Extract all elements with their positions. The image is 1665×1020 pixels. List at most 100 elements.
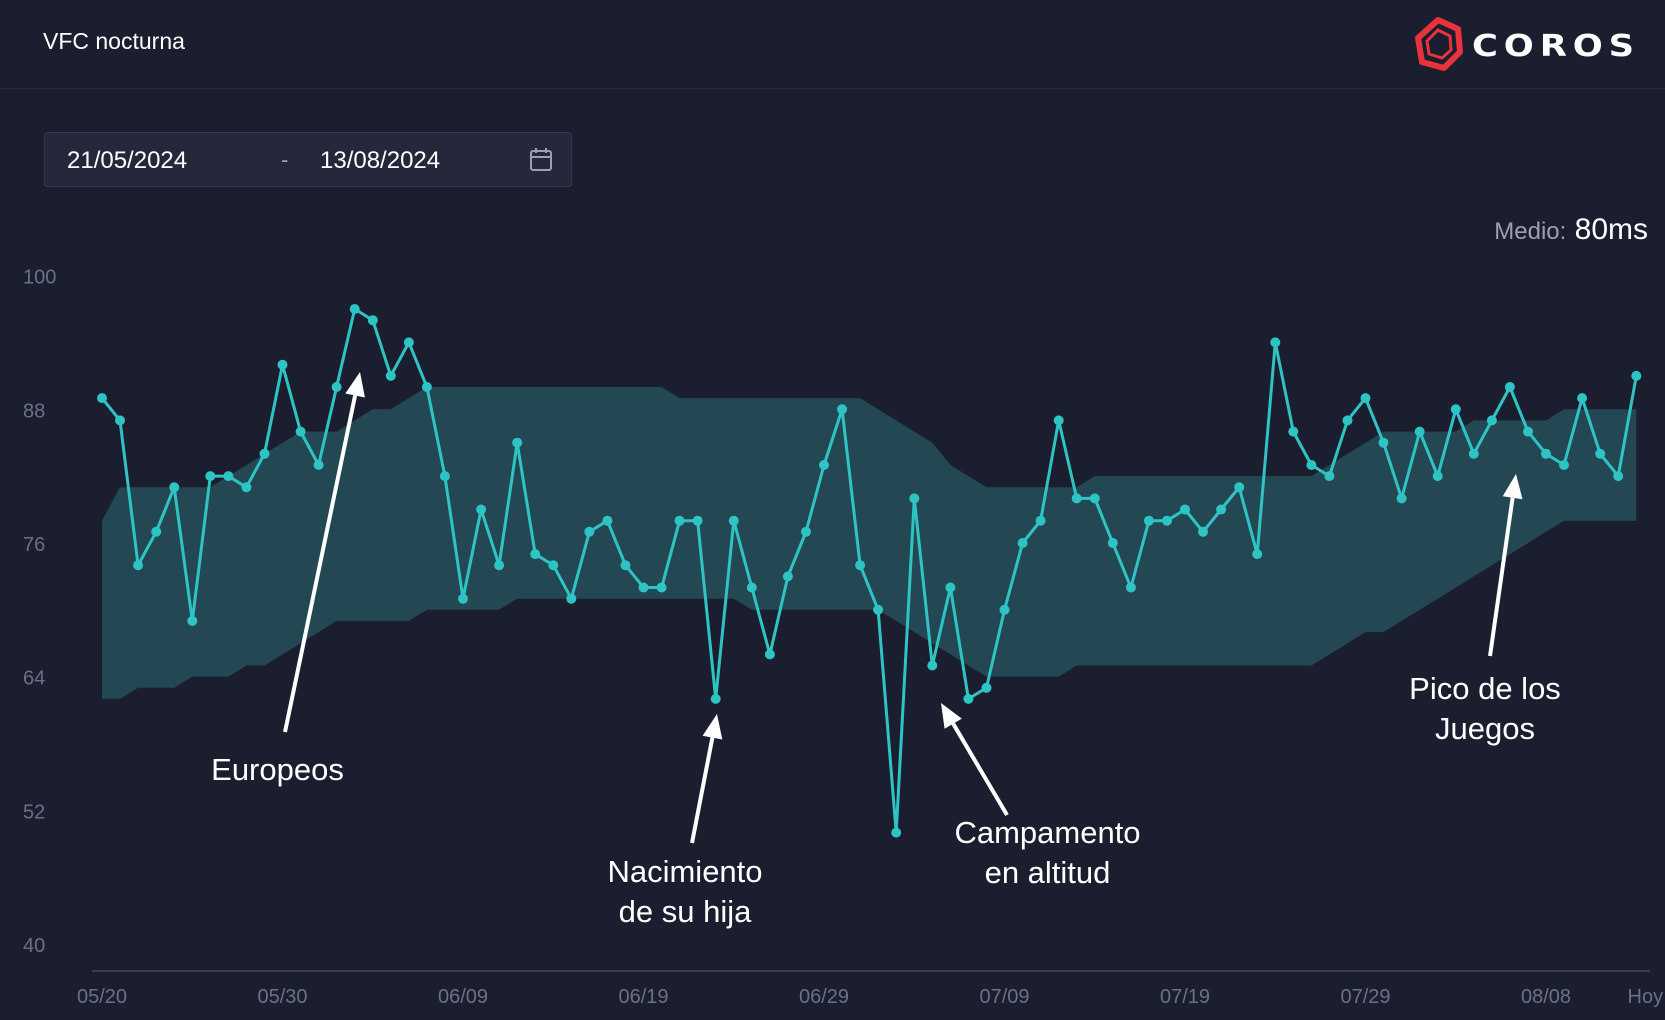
- data-point: [403, 337, 414, 348]
- arrow-europeos: [283, 372, 365, 733]
- average-value: 80ms: [1574, 213, 1648, 246]
- arrow-shaft: [951, 722, 1009, 817]
- arrow-shaft: [283, 395, 358, 733]
- annotation-line: de su hija: [618, 894, 752, 929]
- y-tick-label: 100: [23, 267, 56, 289]
- data-point: [367, 315, 378, 326]
- x-tick-label: 05/20: [77, 986, 127, 1008]
- data-point: [855, 560, 866, 571]
- data-point: [548, 560, 559, 571]
- date-end[interactable]: 13/08/2024: [320, 147, 441, 174]
- y-tick-label: 52: [23, 801, 45, 823]
- coros-logo: COROS: [1415, 17, 1640, 71]
- header: VFC nocturna COROS: [0, 0, 1665, 89]
- data-point: [1017, 538, 1028, 548]
- data-point: [1378, 437, 1389, 448]
- data-point: [638, 582, 649, 593]
- annotation-europeos: Europeos: [200, 750, 355, 790]
- data-point: [674, 515, 685, 526]
- data-point: [1414, 426, 1425, 437]
- data-point: [1306, 460, 1317, 470]
- annotation-campamento: Campamento en altitud: [935, 813, 1160, 893]
- data-point: [602, 515, 613, 526]
- data-point: [819, 460, 829, 470]
- data-point: [458, 593, 468, 604]
- data-point: [584, 526, 595, 537]
- data-point: [1162, 515, 1172, 526]
- x-tick-label: 05/30: [257, 986, 307, 1008]
- date-range-picker[interactable]: 21/05/2024 - 13/08/2024: [44, 132, 572, 187]
- data-point: [169, 482, 180, 493]
- data-point: [1486, 415, 1497, 426]
- data-point: [1450, 404, 1461, 415]
- data-point: [187, 615, 198, 626]
- x-tick-label: Hoy: [1628, 986, 1664, 1008]
- arrow-head: [702, 714, 723, 740]
- arrow-nacimiento: [690, 714, 723, 844]
- data-point: [97, 393, 107, 404]
- data-point: [349, 304, 360, 314]
- data-point: [566, 593, 577, 604]
- chart-axes: 40 52 64 76 88 100 05/20 05/30 06/09 06/19 06/29 07…: [23, 267, 1663, 1008]
- arrow-campamento: [941, 703, 1009, 817]
- x-tick-label: 06/29: [799, 986, 849, 1008]
- arrow-head: [1502, 474, 1523, 500]
- x-tick-label: 07/09: [979, 986, 1029, 1008]
- data-point: [151, 526, 162, 537]
- data-point: [1107, 538, 1118, 548]
- calendar-icon[interactable]: [529, 147, 553, 173]
- data-point: [981, 682, 992, 693]
- data-point: [873, 604, 884, 615]
- baseline-band: [102, 387, 1637, 699]
- data-point: [1198, 526, 1208, 537]
- data-point: [1053, 415, 1064, 426]
- x-tick-label: 07/29: [1340, 986, 1390, 1008]
- arrow-head: [941, 703, 962, 729]
- data-point: [295, 426, 306, 437]
- annotation-line: en altitud: [984, 855, 1111, 890]
- data-point: [710, 693, 721, 704]
- data-point: [1288, 426, 1299, 437]
- data-point: [1613, 471, 1624, 482]
- data-point: [1035, 515, 1046, 526]
- data-point: [331, 382, 342, 392]
- y-tick-label: 88: [23, 400, 45, 422]
- data-point: [656, 582, 667, 593]
- coros-logo-icon: [1415, 17, 1463, 71]
- data-point: [1396, 493, 1407, 504]
- x-tick-label: 07/19: [1160, 986, 1210, 1008]
- arrow-head: [345, 372, 365, 398]
- annotation-arrows: [283, 372, 1523, 844]
- data-point: [223, 471, 234, 482]
- data-point: [945, 582, 956, 593]
- y-tick-label: 40: [23, 935, 45, 957]
- data-point: [530, 549, 541, 560]
- annotation-line: Nacimiento: [607, 854, 763, 889]
- data-point: [1504, 382, 1515, 392]
- date-start[interactable]: 21/05/2024: [67, 147, 188, 174]
- data-point: [1468, 448, 1479, 459]
- x-tick-label: 08/08: [1521, 986, 1571, 1008]
- data-point: [620, 560, 631, 571]
- data-point: [1360, 393, 1371, 404]
- data-point: [1180, 504, 1190, 515]
- data-point: [1631, 370, 1642, 381]
- coros-logo-text: COROS: [1472, 29, 1640, 64]
- data-point: [494, 560, 505, 571]
- data-point: [837, 404, 848, 415]
- arrow-shaft: [1488, 497, 1515, 657]
- average-hrv: Medio: 80ms: [1494, 213, 1648, 247]
- data-point: [1324, 471, 1335, 482]
- baseline-band-area: [102, 387, 1637, 699]
- annotation-line: Juegos: [1435, 711, 1535, 746]
- y-tick-label: 64: [23, 668, 45, 690]
- data-point: [476, 504, 487, 515]
- data-point: [1541, 448, 1551, 459]
- data-point: [1252, 549, 1263, 560]
- hrv-points: [97, 304, 1642, 838]
- data-point: [1234, 482, 1245, 493]
- annotation-line: Campamento: [954, 815, 1141, 850]
- data-point: [115, 415, 125, 426]
- data-point: [746, 582, 757, 593]
- data-point: [1270, 337, 1281, 348]
